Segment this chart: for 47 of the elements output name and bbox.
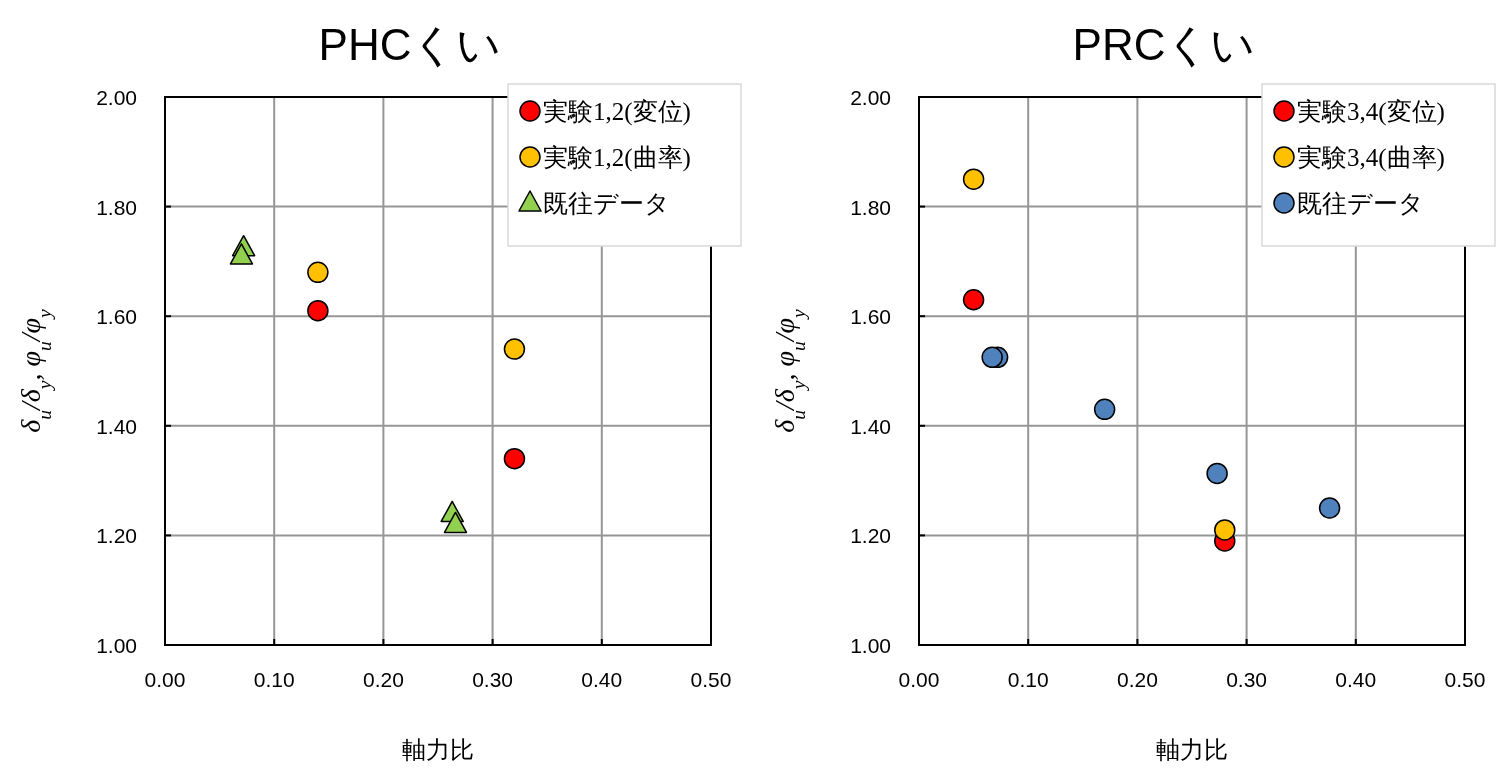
y-tick-label: 1.80 bbox=[850, 195, 891, 219]
y-tick-label: 1.20 bbox=[850, 524, 891, 548]
y-tick-label: 1.00 bbox=[96, 634, 137, 657]
point bbox=[1214, 519, 1236, 541]
point bbox=[503, 338, 526, 360]
y-tick-label: 2.00 bbox=[850, 86, 891, 109]
x-tick-label: 0.30 bbox=[472, 668, 514, 691]
x-tick-label: 0.40 bbox=[1335, 668, 1377, 691]
x-tick-label: 0.30 bbox=[1226, 668, 1268, 691]
legend-label: 実験3,4(変位) bbox=[1297, 98, 1445, 126]
x-tick-label: 0.50 bbox=[1444, 668, 1486, 691]
point bbox=[503, 447, 526, 470]
point bbox=[1206, 462, 1228, 485]
y-tick-label: 1.60 bbox=[96, 305, 137, 329]
x-tick-label: 0.20 bbox=[362, 668, 404, 691]
point bbox=[962, 168, 985, 190]
x-tick-label: 0.20 bbox=[1116, 668, 1158, 691]
legend-label: 実験1,2(曲率) bbox=[543, 144, 691, 172]
y-tick-label: 1.60 bbox=[850, 305, 891, 329]
legend-label: 既往データ bbox=[543, 190, 670, 217]
point bbox=[307, 261, 329, 284]
point bbox=[981, 346, 1003, 369]
chart-title: PRCくい bbox=[1072, 20, 1256, 69]
x-tick-label: 0.10 bbox=[253, 668, 295, 691]
point bbox=[229, 243, 254, 265]
x-axis-title: 軸力比 bbox=[402, 736, 474, 763]
x-tick-label: 0.10 bbox=[1007, 668, 1049, 691]
chart-title: PHCくい bbox=[318, 20, 502, 69]
y-tick-label: 1.00 bbox=[850, 634, 891, 657]
x-tick-label: 0.00 bbox=[144, 668, 186, 691]
y-tick-label: 1.20 bbox=[96, 524, 137, 548]
y-tick-label: 1.40 bbox=[96, 414, 137, 438]
legend-label: 実験1,2(変位) bbox=[543, 98, 691, 126]
x-tick-label: 0.50 bbox=[690, 668, 732, 691]
point bbox=[1093, 398, 1116, 421]
y-tick-label: 1.40 bbox=[850, 414, 891, 438]
point bbox=[443, 511, 468, 534]
legend-label: 実験3,4(曲率) bbox=[1297, 144, 1445, 172]
point bbox=[1318, 497, 1341, 519]
y-tick-label: 1.80 bbox=[96, 195, 137, 219]
point bbox=[962, 289, 985, 311]
x-tick-label: 0.00 bbox=[898, 668, 940, 691]
x-tick-label: 0.40 bbox=[581, 668, 623, 691]
legend-label: 既往データ bbox=[1297, 190, 1424, 217]
x-axis-title: 軸力比 bbox=[1156, 736, 1228, 763]
y-tick-label: 2.00 bbox=[96, 86, 137, 109]
point bbox=[307, 299, 329, 322]
